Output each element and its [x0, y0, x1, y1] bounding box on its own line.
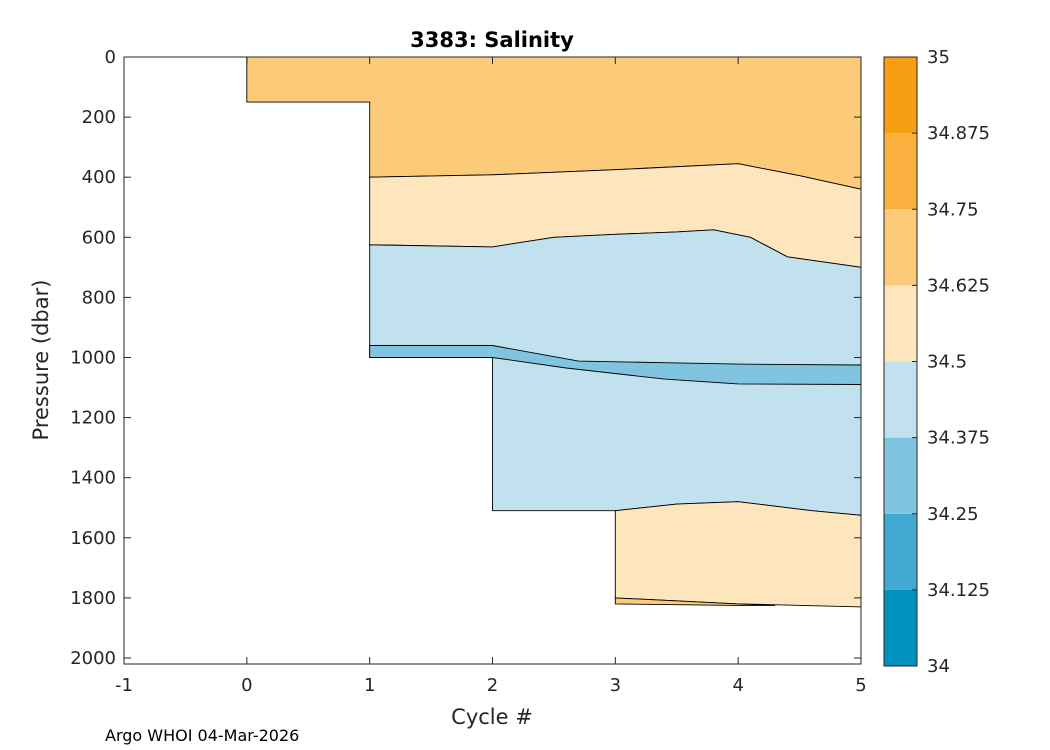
chart-title: 3383: Salinity — [410, 28, 574, 52]
y-axis: 0 200 400 600 800 1000 1200 1400 1600 1800 2000 — [70, 47, 861, 669]
colorbar-tick-label: 34.75 — [927, 199, 979, 220]
colorbar-band — [884, 209, 917, 286]
colorbar-tick-label: 34 — [927, 656, 950, 677]
x-tick-label: 0 — [241, 675, 252, 696]
colorbar-tick-label: 34.375 — [927, 428, 990, 449]
contour-region-5 — [614, 597, 776, 606]
contour-regions — [246, 56, 862, 608]
contour-region-4 — [614, 501, 862, 608]
x-axis: -1 0 1 2 3 4 5 — [115, 57, 867, 696]
colorbar-tick-label: 35 — [927, 47, 950, 68]
plot-area: -1 0 1 2 3 4 5 0 200 400 600 800 1000 1200 1400 1600 18… — [70, 47, 867, 696]
y-tick-label: 1800 — [70, 588, 116, 609]
x-axis-label: Cycle # — [451, 705, 533, 729]
colorbar-band — [884, 133, 917, 210]
y-tick-label: 1600 — [70, 528, 116, 549]
colorbar-band — [884, 589, 917, 667]
y-tick-label: 800 — [82, 287, 116, 308]
colorbar-tick-label: 34.25 — [927, 504, 979, 525]
x-tick-label: 2 — [487, 675, 498, 696]
x-tick-label: 4 — [732, 675, 743, 696]
colorbar-tick-label: 34.5 — [927, 352, 967, 373]
x-tick-label: 5 — [855, 675, 866, 696]
x-tick-label: 3 — [610, 675, 621, 696]
colorbar: 34 34.125 34.25 34.375 34.5 34.625 34.75 34.875… — [883, 47, 990, 677]
colorbar-tick-label: 34.625 — [927, 275, 990, 296]
y-tick-label: 1000 — [70, 347, 116, 368]
colorbar-band — [884, 437, 917, 514]
y-tick-label: 0 — [105, 47, 116, 68]
y-tick-label: 2000 — [70, 648, 116, 669]
y-tick-label: 1400 — [70, 468, 116, 489]
colorbar-tick-label: 34.875 — [927, 123, 990, 144]
colorbar-band — [884, 361, 917, 438]
colorbar-band — [884, 285, 917, 362]
x-tick-label: -1 — [115, 675, 133, 696]
footer-credit: Argo WHOI 04-Mar-2026 — [105, 726, 299, 745]
y-tick-label: 400 — [82, 167, 116, 188]
y-tick-label: 1200 — [70, 408, 116, 429]
y-tick-label: 200 — [82, 107, 116, 128]
colorbar-band — [884, 57, 917, 134]
x-tick-label: 1 — [364, 675, 375, 696]
y-axis-label: Pressure (dbar) — [29, 280, 53, 441]
y-tick-label: 600 — [82, 227, 116, 248]
colorbar-tick-label: 34.125 — [927, 580, 990, 601]
colorbar-band — [884, 513, 917, 590]
